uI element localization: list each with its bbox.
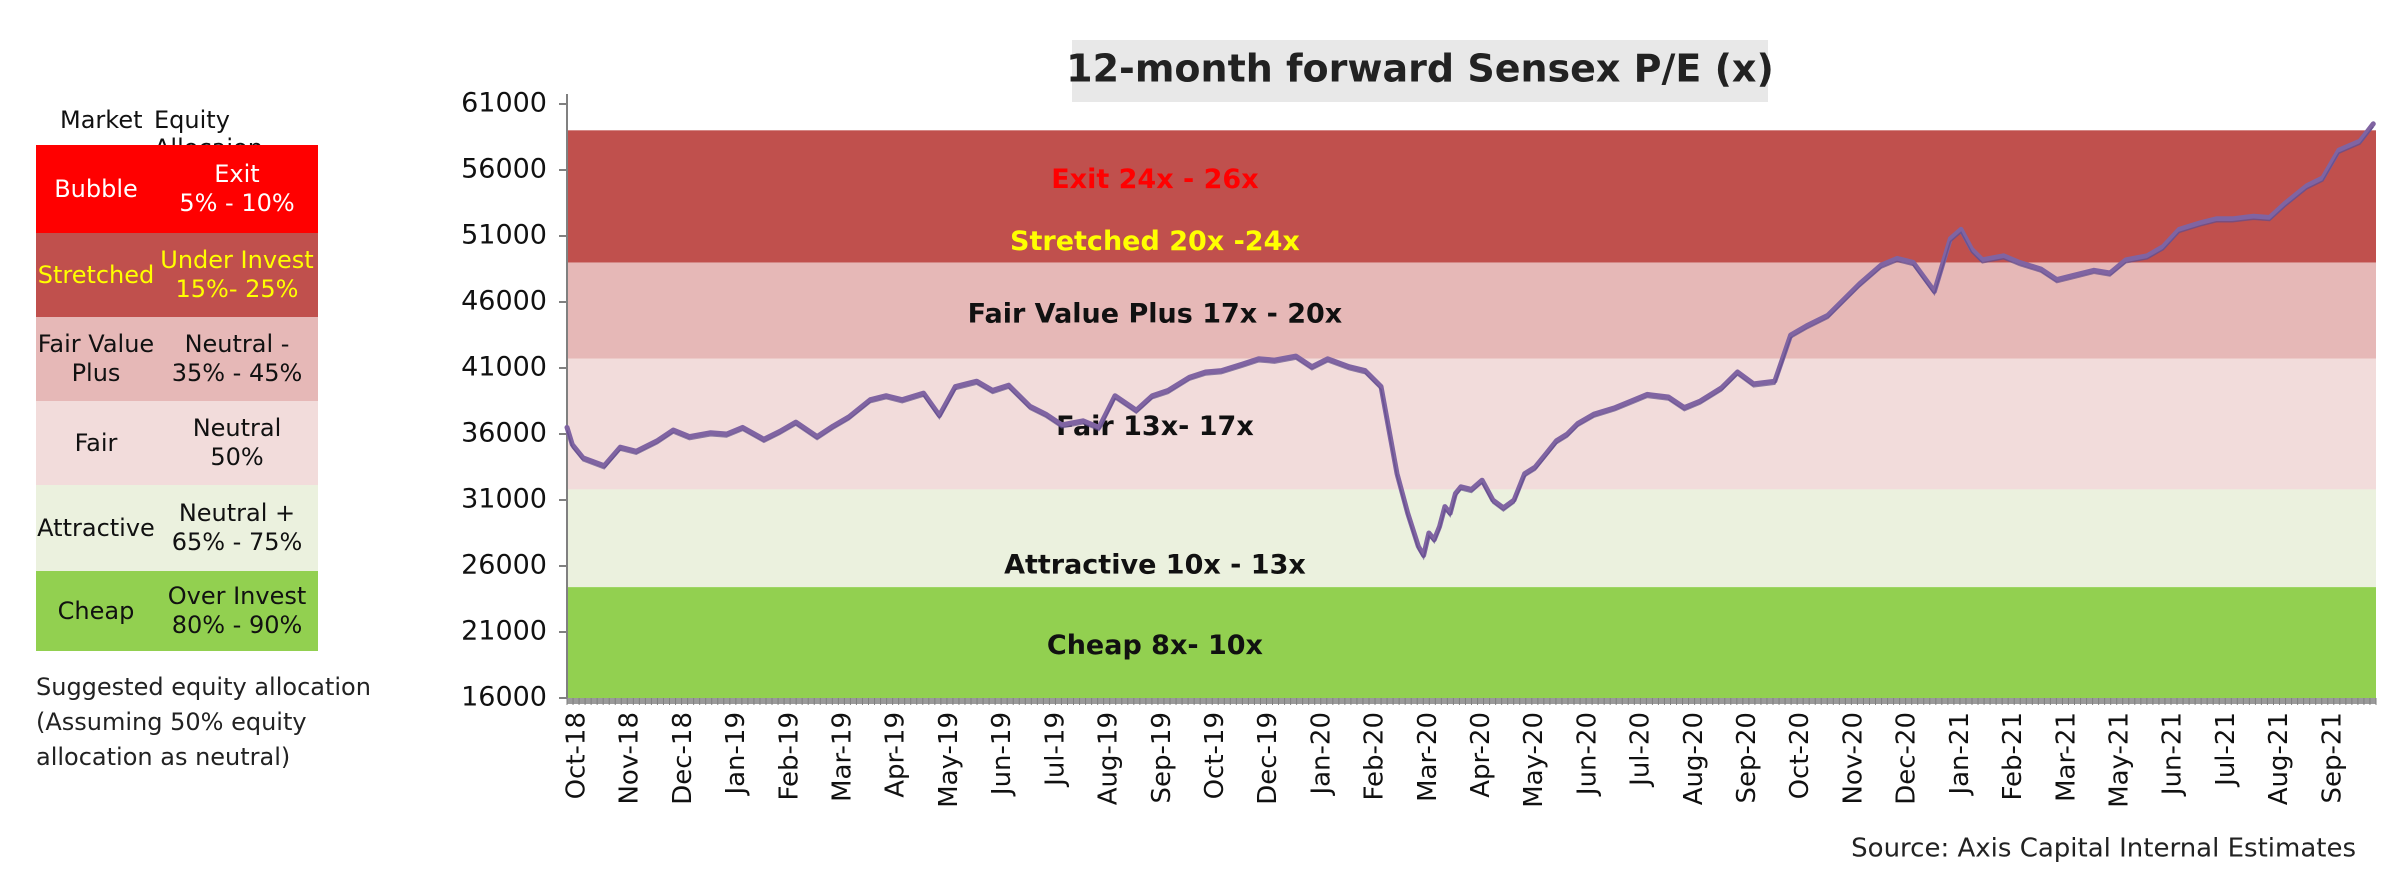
y-tick-label: 61000 [461,88,547,119]
chart-title: 12-month forward Sensex P/E (x) [1066,47,1774,91]
x-tick-label: Feb-19 [774,712,804,801]
market-cell: Fair Value Plus [36,317,156,401]
valuation-band [567,489,2376,588]
allocation-line: 5% - 10% [179,189,295,217]
band-label: Cheap 8x- 10x [1047,630,1263,661]
x-tick-label: Sep-21 [2317,712,2347,803]
valuation-band [567,262,2376,359]
valuation-band [567,358,2376,490]
x-tick-label: Jun-20 [1572,712,1602,797]
x-tick-label: Dec-20 [1892,712,1922,805]
y-tick-label: 51000 [461,220,547,251]
x-tick-label: Feb-20 [1360,712,1390,801]
allocation-line: 35% - 45% [171,359,303,387]
header-market: Market [60,106,143,134]
x-tick-label: Jul-20 [1626,712,1656,788]
market-cell: Stretched [37,260,155,289]
market-cell: Cheap [57,596,135,625]
x-tick-label: Feb-21 [1998,712,2028,801]
x-tick-label: Apr-20 [1466,712,1496,798]
note-line: allocation as neutral) [36,743,291,771]
allocation-line: 80% - 90% [171,611,303,639]
market-cell: Bubble [54,174,138,203]
band-label: Fair Value Plus 17x - 20x [968,299,1343,330]
band-label: Attractive 10x - 13x [1004,550,1306,581]
x-tick-label: Aug-20 [1679,712,1709,805]
market-line: Fair Value [37,330,155,358]
allocation-line: 15%- 25% [175,275,299,303]
x-tick-label: Sep-19 [1147,712,1177,803]
x-tick-label: May-20 [1519,712,1549,808]
x-tick-label: Jun-19 [987,712,1017,797]
y-tick-label: 46000 [461,286,547,317]
band-label: Stretched 20x -24x [1010,226,1300,257]
y-tick-label: 36000 [461,418,547,449]
note-line: (Assuming 50% equity [36,708,307,736]
x-tick-label: Jul-21 [2211,712,2241,788]
market-cell: Fair [74,428,118,457]
valuation-band [567,130,2376,263]
allocation-line: Exit [214,160,260,188]
allocation-cell: Over Invest 80% - 90% [156,571,318,651]
valuation-band [567,587,2376,698]
x-tick-label: Nov-18 [615,712,645,805]
pe-series-line [564,121,2376,558]
band-label: Exit 24x - 26x [1051,164,1258,195]
allocation-note: Suggested equity allocation (Assuming 50… [36,670,376,775]
x-tick-label: Nov-20 [1838,712,1868,805]
allocation-line: Neutral - [184,330,290,358]
note-line: Suggested equity allocation [36,673,371,701]
y-tick-label: 21000 [461,616,547,647]
y-tick-label: 16000 [461,682,547,713]
allocation-line: 50% [210,443,264,471]
band-label: Fair 13x- 17x [1056,411,1254,442]
title-background [1072,40,1768,102]
x-tick-label: Jan-21 [1945,712,1975,797]
x-tick-label: Dec-18 [668,712,698,805]
row-cheap: Cheap Over Invest 80% - 90% [36,571,318,651]
x-tick-label: Oct-19 [1200,712,1230,799]
allocation-line: 65% - 75% [171,528,303,556]
x-tick-label: Sep-20 [1732,712,1762,803]
x-tick-label: Apr-19 [881,712,911,798]
allocation-cell: Neutral + 65% - 75% [156,485,318,571]
pe-series-line-shadow [566,126,2374,561]
y-tick-label: 41000 [461,352,547,383]
x-tick-label: Oct-20 [1785,712,1815,799]
x-tick-label: Mar-21 [2051,712,2081,802]
allocation-line: Under Invest [160,246,314,274]
y-tick-label: 26000 [461,550,547,581]
allocation-cell: Neutral 50% [156,401,318,485]
row-fair: Fair Neutral 50% [36,401,318,485]
x-tick-label: May-21 [2104,712,2134,808]
market-line: Plus [71,359,121,387]
x-tick-label: Aug-19 [1094,712,1124,805]
x-tick-label: May-19 [934,712,964,808]
x-tick-label: Dec-19 [1253,712,1283,805]
row-attractive: Attractive Neutral + 65% - 75% [36,485,318,571]
allocation-table: Bubble Exit 5% - 10% Stretched Under Inv… [36,145,318,657]
x-tick-label: Jun-21 [2158,712,2188,797]
x-tick-label: Jan-20 [1306,712,1336,797]
x-tick-label: Mar-19 [828,712,858,802]
allocation-line: Over Invest [167,582,307,610]
row-fair-value-plus: Fair Value Plus Neutral - 35% - 45% [36,317,318,401]
market-cell: Attractive [37,513,155,542]
y-tick-label: 31000 [461,484,547,515]
row-bubble: Bubble Exit 5% - 10% [36,145,318,233]
x-tick-label: Jan-19 [721,712,751,797]
allocation-line: Neutral [192,414,282,442]
x-tick-label: Jul-19 [1040,712,1070,788]
allocation-cell: Neutral - 35% - 45% [156,317,318,401]
source-note: Source: Axis Capital Internal Estimates [1851,834,2356,864]
x-tick-label: Aug-21 [2264,712,2294,805]
x-tick-label: Oct-18 [562,712,592,799]
y-tick-label: 56000 [461,154,547,185]
allocation-line: Neutral + [178,499,296,527]
allocation-cell: Exit 5% - 10% [156,145,318,233]
allocation-cell: Under Invest 15%- 25% [156,233,318,317]
x-tick-label: Mar-20 [1413,712,1443,802]
row-stretched: Stretched Under Invest 15%- 25% [36,233,318,317]
